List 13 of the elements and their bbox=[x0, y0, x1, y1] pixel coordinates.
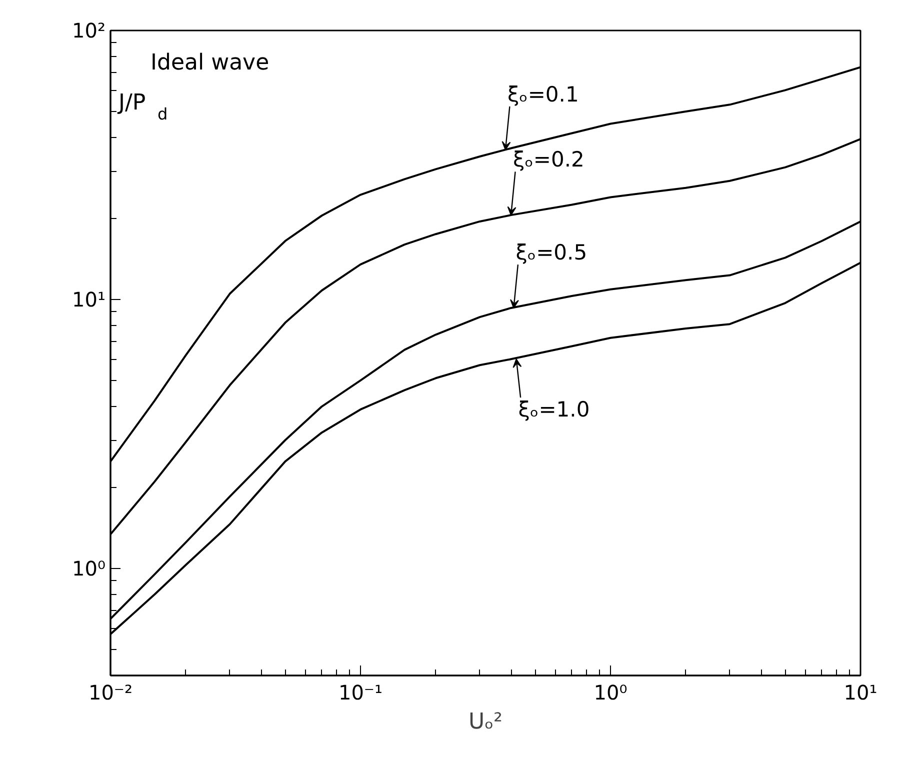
y-tick-label: 10² bbox=[72, 18, 106, 42]
y-tick-label: 10⁰ bbox=[72, 556, 106, 580]
annotation: ξₒ=0.5 bbox=[516, 240, 588, 265]
annotation: ξₒ=0.2 bbox=[513, 148, 584, 172]
annotation: ξₒ=0.1 bbox=[507, 82, 579, 106]
x-axis-title: Uₒ² bbox=[468, 710, 503, 734]
x-tick-label: 10⁻¹ bbox=[338, 680, 383, 704]
annotation: ξₒ=1.0 bbox=[518, 398, 590, 422]
y-tick-label: 10¹ bbox=[72, 287, 106, 312]
x-tick-label: 10⁻² bbox=[88, 680, 133, 704]
x-tick-label: 10⁰ bbox=[594, 680, 628, 704]
x-tick-label: 10¹ bbox=[844, 680, 878, 704]
annotation: Ideal wave bbox=[150, 50, 270, 76]
